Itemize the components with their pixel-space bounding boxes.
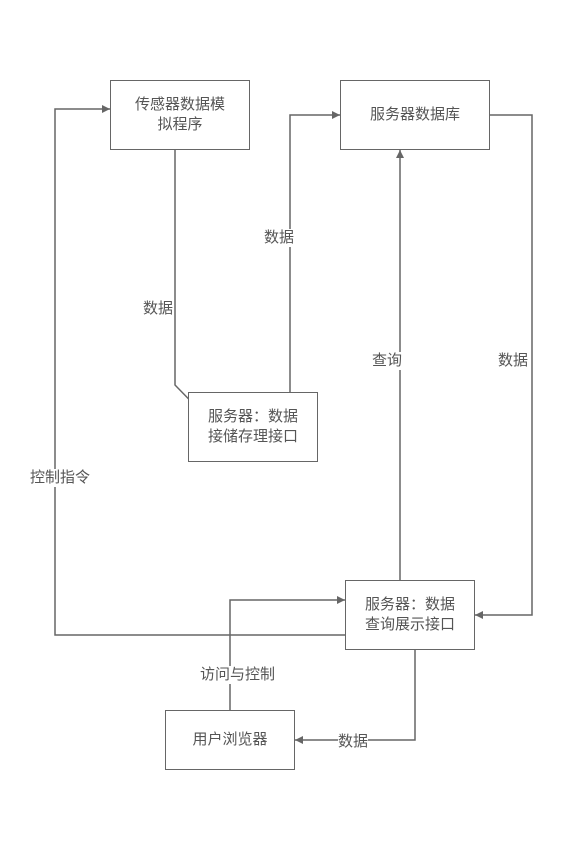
edge-label-e2: 数据 bbox=[264, 229, 294, 247]
edge-e7 bbox=[295, 650, 415, 740]
edge-e2 bbox=[290, 115, 340, 394]
edge-e1 bbox=[175, 150, 215, 426]
edge-e6 bbox=[230, 600, 345, 710]
node-browser: 用户浏览器 bbox=[165, 710, 295, 770]
edge-e5 bbox=[55, 109, 345, 635]
edge-label-e3: 查询 bbox=[372, 352, 402, 370]
edge-label-e7: 数据 bbox=[338, 733, 368, 751]
edge-label-e1: 数据 bbox=[143, 300, 173, 318]
edge-label-e6: 访问与控制 bbox=[200, 666, 275, 684]
edge-label-e4: 数据 bbox=[498, 352, 528, 370]
node-sensor: 传感器数据模拟程序 bbox=[110, 80, 250, 150]
edge-label-e5: 控制指令 bbox=[30, 469, 90, 487]
node-query: 服务器：数据查询展示接口 bbox=[345, 580, 475, 650]
node-storage: 服务器：数据接储存理接口 bbox=[188, 392, 318, 462]
node-db: 服务器数据库 bbox=[340, 80, 490, 150]
